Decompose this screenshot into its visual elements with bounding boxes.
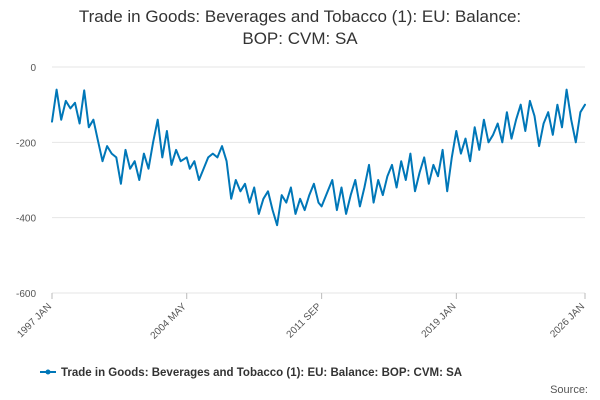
legend: Trade in Goods: Beverages and Tobacco (1…: [40, 367, 462, 379]
y-tick-label: -600: [16, 289, 36, 300]
y-tick-label: -400: [16, 214, 36, 225]
grid-layer: [52, 66, 585, 294]
legend-swatch-marker: [45, 369, 51, 375]
x-tick-label: 2004 MAY: [149, 301, 190, 342]
source-label: Source:: [550, 384, 588, 396]
chart-title-line-2: BOP: CVM: SA: [242, 29, 358, 48]
chart-title: Trade in Goods: Beverages and Tobacco (1…: [0, 6, 600, 50]
series-layer: [51, 88, 586, 227]
legend-label: Trade in Goods: Beverages and Tobacco (1…: [61, 367, 462, 379]
chart-title-line-1: Trade in Goods: Beverages and Tobacco (1…: [78, 7, 522, 26]
y-tick-label: -200: [16, 138, 36, 149]
x-tick-label: 2019 JAN: [420, 301, 459, 340]
x-tick-label: 1997 JAN: [15, 301, 54, 340]
x-tick-label: 2011 SEP: [285, 301, 324, 340]
series-line: [51, 88, 586, 227]
y-tick-label: 0: [30, 63, 36, 74]
x-tick-label: 2026 JAN: [548, 301, 587, 340]
